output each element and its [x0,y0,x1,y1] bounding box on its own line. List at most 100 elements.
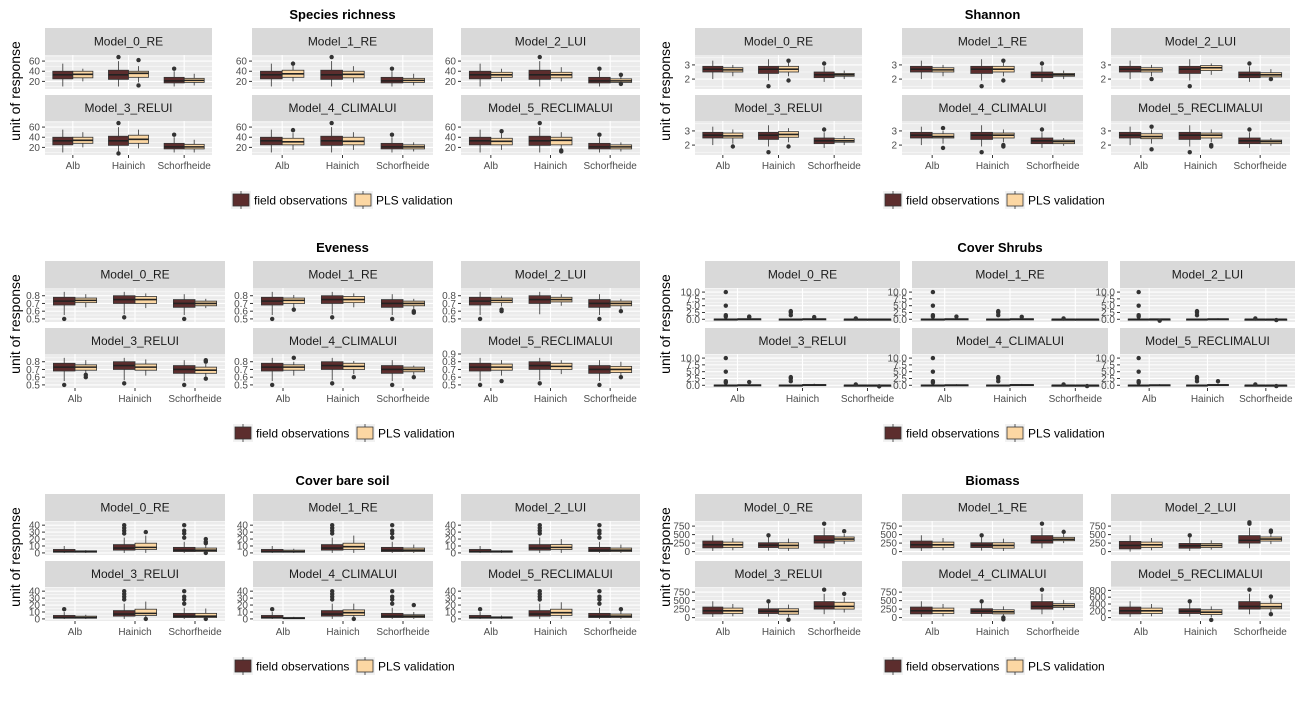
x-tick-label: Hainich [993,394,1026,405]
pls-box [342,293,366,308]
field-box [380,588,404,619]
y-tick-label: 7.5 [1101,360,1115,371]
pls-box [490,360,513,384]
pls-box [1265,383,1288,389]
y-tick-label: 10 [29,541,41,552]
x-tick-label: Schorfheide [1233,627,1287,638]
y-tick-label: 2.5 [1101,308,1115,319]
outlier-point [930,289,936,295]
outlier-point [390,382,395,388]
outlier-point [996,308,1001,314]
pls-box [550,132,573,154]
outlier-point [766,149,771,155]
pls-box [402,142,425,152]
y-tick-label: 60 [236,123,248,134]
legend: field observations PLS validation [883,657,1105,675]
outlier-point [940,125,946,131]
x-tick-label: Hainich [534,394,567,405]
facet-strip [253,328,433,354]
outlier-point [203,616,208,622]
y-tick-label: 750 [880,522,897,533]
legend-swatch-pls [1006,426,1024,440]
outlier-point [597,601,602,606]
pls-box [722,64,744,77]
field-box [468,357,492,388]
facet-label: Model_1_RE [308,268,377,282]
pls-box [194,608,218,622]
facet-label: Model_3_RELUI [91,567,179,581]
box-iqr [128,70,149,78]
outlier-point [537,522,542,528]
y-tick-label: 250 [673,605,690,616]
pls-box [342,66,365,83]
facet-label: Model_4_CLIMALUI [938,567,1046,581]
box-iqr [134,608,158,616]
pls-box [281,127,305,150]
outlier-point [1253,382,1258,387]
y-tick-label: 2 [891,141,897,152]
pls-box [1074,383,1100,389]
pls-box [944,314,969,321]
facet-panel: Model_0_RE 2 3 [684,28,862,89]
y-tick-label: 60 [445,57,457,68]
y-tick-label: 20 [237,601,249,612]
field-box [1238,520,1261,549]
chart-title: Species richness [289,7,395,22]
outlier-point [122,522,127,528]
pls-box [282,548,306,553]
facet-strip [45,328,225,354]
y-tick-label: 20 [29,143,41,154]
legend-swatch-field [232,193,250,207]
facet-panel: Model_5_RECLIMALUI 0.50.60.70.80.9 Alb Hain… [442,328,640,405]
y-axis-label: unit of response [657,507,673,607]
pls-box [778,538,799,551]
outlier-point [136,83,141,88]
pls-box [1052,70,1075,80]
x-tick-label: Hainich [976,627,1009,638]
outlier-point [788,308,793,314]
legend-swatch-field [884,426,902,440]
facet-label: Model_4_CLIMALUI [289,567,397,581]
outlier-point [618,374,624,380]
y-tick-label: 40 [29,521,41,532]
chart-title: Shannon [965,7,1021,22]
outlier-point [841,529,847,534]
pls-box [833,529,855,545]
outlier-point [930,313,936,318]
y-tick-label: 5.0 [893,301,907,312]
outlier-point [389,66,395,71]
outlier-point [1149,76,1154,82]
x-tick-label: Alb [716,627,731,638]
y-tick-label: 0.6 [26,373,40,384]
y-tick-label: 0 [242,614,248,625]
facet-label: Model_2_LUI [1172,268,1243,282]
pls-box [931,604,955,617]
y-tick-label: 750 [673,588,690,599]
facet-strip [45,561,225,587]
x-tick-label: Alb [276,627,291,638]
facet-strip [1111,561,1290,587]
outlier-point [1001,58,1006,63]
outlier-point [1247,127,1252,132]
y-tick-label: 0.8 [442,357,456,368]
field-box [113,357,136,386]
facet-label: Model_2_LUI [515,35,586,49]
y-tick-label: 10 [29,607,41,618]
y-tick-label: 20 [236,143,248,154]
y-tick-label: 750 [1089,522,1106,533]
y-tick-label: 2.5 [686,374,700,385]
outlier-point [1136,303,1141,308]
outlier-point [83,372,89,378]
facet-panel: Model_4_CLIMALUI 0.50.60.70.8 Alb Hainich Sc… [234,328,433,405]
y-tick-label: 30 [445,528,457,539]
outlier-point [390,588,395,594]
y-tick-label: 0 [684,547,690,558]
x-tick-label: Hainich [534,627,567,638]
field-box [380,522,404,553]
facet-strip [461,561,640,587]
y-tick-label: 500 [880,596,897,607]
facet-label: Model_4_CLIMALUI [938,101,1046,115]
